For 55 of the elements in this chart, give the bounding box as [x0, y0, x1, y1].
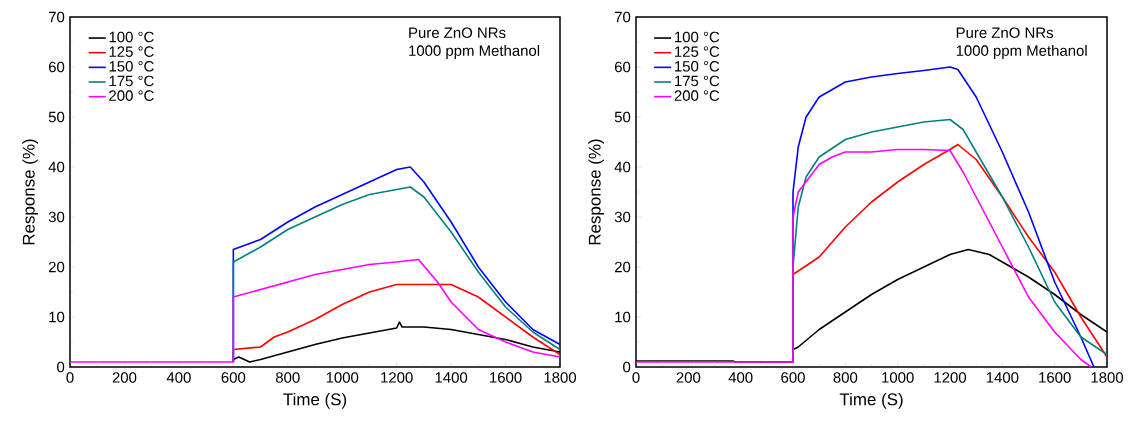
y-tick-label: 40: [48, 161, 65, 173]
legend-label: 150 °C: [675, 61, 720, 72]
y-tick-label: 10: [615, 311, 631, 323]
y-tick-label: 50: [48, 111, 65, 123]
line-series: [636, 148, 1093, 367]
x-tick-label: 800: [275, 372, 300, 383]
x-tick-label: 400: [728, 372, 753, 383]
y-tick-label: 20: [48, 261, 65, 273]
y-tick-label: 30: [614, 211, 631, 223]
legend-label: 125 °C: [109, 46, 154, 57]
annotation: Pure ZnO NRs: [409, 27, 506, 39]
x-tick-label: 1200: [381, 372, 413, 383]
annotation: 1000 ppm Methanol: [956, 44, 1087, 59]
x-tick-label: 1600: [1039, 372, 1071, 383]
y-tick-label: 60: [48, 61, 65, 73]
x-tick-label: 1000: [326, 372, 359, 383]
x-axis-title: Time (S): [283, 392, 347, 409]
y-tick-label: 0: [57, 361, 65, 373]
y-tick-label: 10: [49, 311, 65, 323]
legend-label: 200 °C: [674, 90, 720, 101]
y-tick-label: 70: [48, 11, 65, 23]
legend-label: 175 °C: [675, 75, 720, 87]
y-tick-label: 0: [623, 361, 631, 373]
legend-label: 150 °C: [109, 61, 154, 72]
x-tick-label: 200: [112, 372, 137, 383]
y-tick-label: 30: [48, 211, 65, 223]
annotation: Pure ZnO NRs: [956, 27, 1054, 39]
x-tick-label: 1200: [934, 372, 967, 383]
x-tick-label: 0: [66, 372, 74, 383]
legend-label: 100 °C: [675, 31, 720, 43]
legend-label: 125 °C: [675, 46, 720, 57]
x-tick-label: 0: [632, 372, 640, 383]
legend-label: 100 °C: [109, 31, 154, 43]
y-tick-label: 40: [614, 161, 631, 173]
y-tick-label: 60: [614, 61, 631, 73]
x-tick-label: 400: [166, 372, 191, 383]
annotation: 1000 ppm Methanol: [409, 44, 540, 59]
y-tick-label: 70: [614, 11, 631, 23]
x-tick-label: 1000: [882, 372, 914, 383]
legend-label: 200 °C: [109, 90, 154, 101]
x-tick-label: 600: [781, 372, 805, 383]
legend-label: 175 °C: [109, 75, 154, 87]
x-tick-label: 1800: [1091, 372, 1124, 383]
x-tick-label: 1400: [986, 372, 1019, 383]
y-axis-title: Response (%): [22, 139, 39, 245]
x-tick-label: 600: [221, 372, 246, 383]
y-axis-title: Response (%): [588, 139, 605, 245]
y-tick-label: 20: [614, 261, 631, 273]
x-tick-label: 1600: [490, 372, 522, 383]
x-axis-title: Time (S): [839, 392, 903, 409]
x-tick-label: 1800: [544, 372, 577, 383]
x-tick-label: 200: [676, 372, 701, 383]
x-tick-label: 800: [833, 372, 858, 383]
x-tick-label: 1400: [435, 372, 468, 383]
y-tick-label: 50: [614, 111, 631, 123]
